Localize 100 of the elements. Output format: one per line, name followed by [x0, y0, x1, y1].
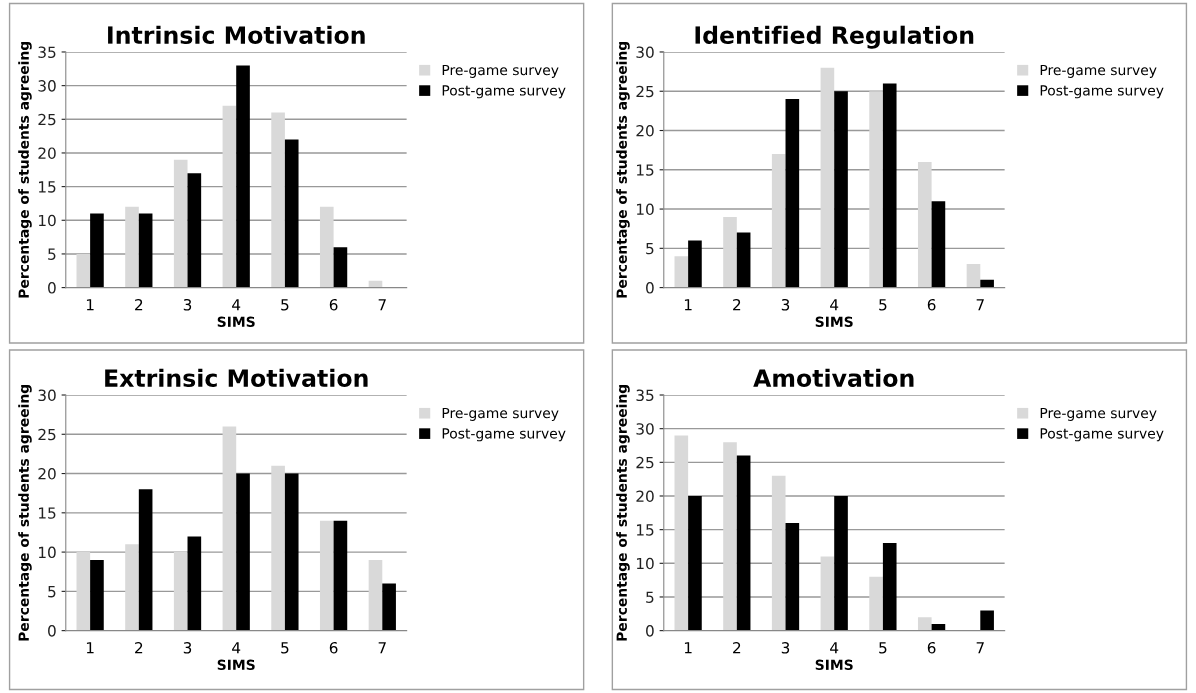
bar: [125, 206, 139, 288]
bar: [723, 216, 737, 288]
bar: [771, 475, 786, 631]
y-tick-label: 5: [646, 591, 654, 603]
bar: [271, 112, 285, 288]
bar: [736, 232, 751, 288]
bar: [820, 67, 835, 288]
bar: [90, 559, 104, 631]
y-tick-label: 15: [38, 507, 56, 519]
bar: [674, 435, 689, 631]
y-tick-label: 35: [38, 46, 56, 58]
bar: [333, 520, 348, 631]
y-tick-label: 20: [38, 468, 56, 480]
legend-label: Post-game survey: [442, 428, 566, 442]
x-tick-label: 3: [183, 642, 192, 654]
bar: [674, 256, 689, 288]
chart-title: Extrinsic Motivation: [105, 368, 368, 388]
bar: [785, 99, 800, 288]
x-tick-label: 6: [329, 642, 338, 654]
x-tick-label: 1: [684, 642, 692, 654]
bar: [187, 536, 202, 631]
bar: [236, 473, 250, 631]
x-tick-label: 7: [976, 299, 984, 311]
x-tick-label: 5: [879, 642, 887, 654]
legend-label: Pre-game survey: [442, 407, 559, 421]
y-tick-label: 20: [636, 124, 654, 137]
bar: [138, 213, 153, 288]
x-tick-label: 2: [135, 298, 143, 311]
bar: [688, 495, 702, 631]
bar: [917, 161, 932, 288]
x-tick-label: 3: [183, 298, 192, 311]
x-axis-title: SIMS: [217, 316, 255, 328]
bar: [271, 465, 285, 631]
bar: [173, 159, 188, 288]
bar: [222, 105, 237, 288]
y-tick-label: 10: [636, 203, 654, 216]
x-tick-label: 2: [135, 642, 143, 654]
bar: [834, 91, 848, 288]
x-tick-label: 1: [684, 299, 692, 311]
y-tick-label: 0: [646, 625, 654, 637]
y-tick-label: 0: [48, 282, 56, 294]
y-axis-title: Percentage of students agreeing: [18, 384, 32, 641]
y-tick-label: 30: [38, 389, 56, 402]
x-tick-label: 7: [378, 642, 386, 654]
y-tick-label: 25: [38, 113, 56, 126]
bar: [125, 544, 139, 631]
bar: [284, 139, 299, 288]
bar: [76, 253, 91, 288]
x-tick-label: 6: [927, 642, 936, 654]
bar: [723, 442, 737, 631]
y-tick-label: 10: [38, 214, 56, 227]
bar: [917, 617, 932, 631]
legend-label: Pre-game survey: [442, 64, 559, 78]
bar: [319, 206, 334, 288]
bar: [820, 556, 835, 631]
y-axis-title: Percentage of students agreeing: [616, 384, 630, 641]
y-tick-label: 25: [38, 428, 56, 441]
legend-label: Pre-game survey: [1040, 407, 1157, 421]
x-tick-label: 5: [879, 299, 887, 311]
y-tick-label: 5: [48, 248, 56, 260]
x-tick-label: 2: [733, 642, 741, 654]
legend-label: Post-game survey: [1040, 85, 1164, 99]
bar: [688, 240, 702, 288]
x-tick-label: 1: [86, 642, 94, 654]
bar: [138, 489, 153, 631]
y-tick-label: 25: [636, 85, 654, 98]
y-tick-label: 30: [636, 423, 654, 435]
y-tick-label: 35: [636, 389, 654, 402]
y-tick-label: 10: [38, 546, 56, 559]
y-tick-label: 15: [38, 181, 56, 193]
bar: [931, 201, 946, 288]
y-tick-label: 15: [636, 164, 654, 176]
y-axis-title: Percentage of students agreeing: [18, 41, 32, 298]
bar: [333, 247, 348, 288]
y-tick-label: 15: [636, 524, 654, 536]
x-axis-title: SIMS: [217, 659, 255, 671]
bar: [771, 154, 786, 288]
bar: [785, 522, 800, 631]
legend-label: Post-game survey: [1040, 428, 1164, 442]
x-tick-label: 4: [232, 299, 241, 311]
y-tick-label: 5: [48, 586, 56, 598]
x-tick-label: 2: [733, 298, 741, 311]
y-tick-label: 30: [636, 46, 654, 58]
x-tick-label: 3: [781, 298, 790, 311]
x-tick-label: 1: [86, 299, 94, 311]
x-tick-label: 4: [232, 642, 241, 654]
legend-label: Pre-game survey: [1040, 64, 1157, 78]
bar: [869, 576, 883, 631]
chart-title: Amotivation: [753, 368, 914, 388]
bar: [173, 552, 188, 631]
bar: [222, 426, 237, 631]
bar: [90, 213, 104, 288]
bar: [882, 83, 897, 288]
bar: [382, 583, 396, 631]
x-tick-label: 5: [281, 299, 289, 311]
x-tick-label: 7: [378, 299, 386, 311]
bar: [966, 264, 981, 288]
bar: [869, 91, 883, 288]
x-axis-title: SIMS: [815, 316, 853, 328]
y-tick-label: 30: [38, 80, 56, 92]
